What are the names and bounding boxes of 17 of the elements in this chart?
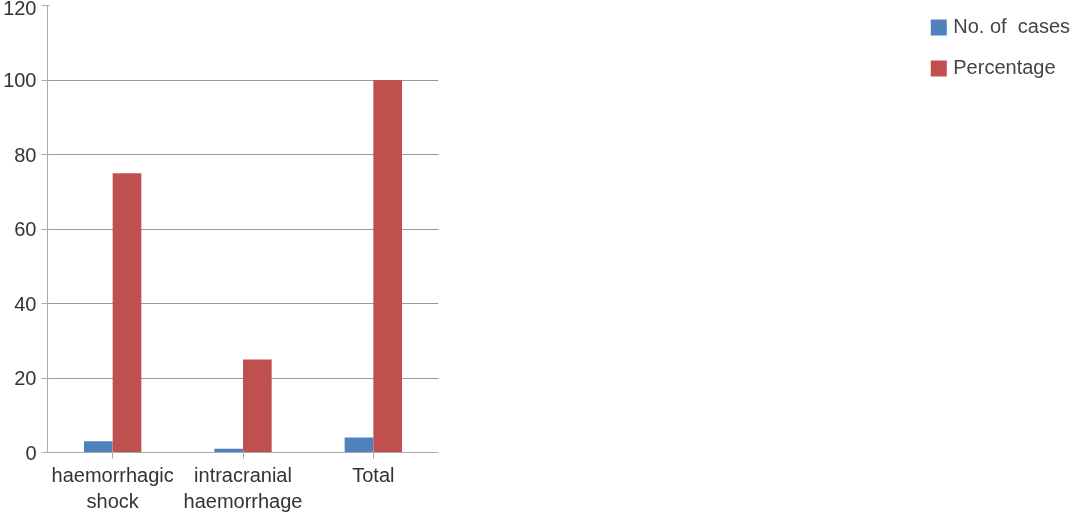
legend-label: Percentage (953, 56, 1056, 79)
y-tick-label: 60 (14, 218, 37, 240)
x-tick-label: Total (352, 463, 395, 486)
bar (344, 437, 374, 453)
bar (373, 80, 403, 453)
y-tick-label: 120 (3, 0, 37, 19)
y-tick-label: 40 (14, 292, 37, 315)
x-tick-label: haemorrhagic shock (51, 463, 174, 512)
y-tick-label: 80 (14, 143, 37, 166)
bar (243, 359, 272, 453)
y-tick-label: 100 (3, 69, 37, 91)
bar (112, 173, 142, 453)
y-tick-label: 20 (14, 367, 37, 389)
legend-label: No. of cases (953, 15, 1070, 38)
x-tick-label: intracranial haemorrhage (183, 463, 303, 512)
y-tick-label: 0 (25, 441, 37, 464)
bar (83, 441, 113, 453)
